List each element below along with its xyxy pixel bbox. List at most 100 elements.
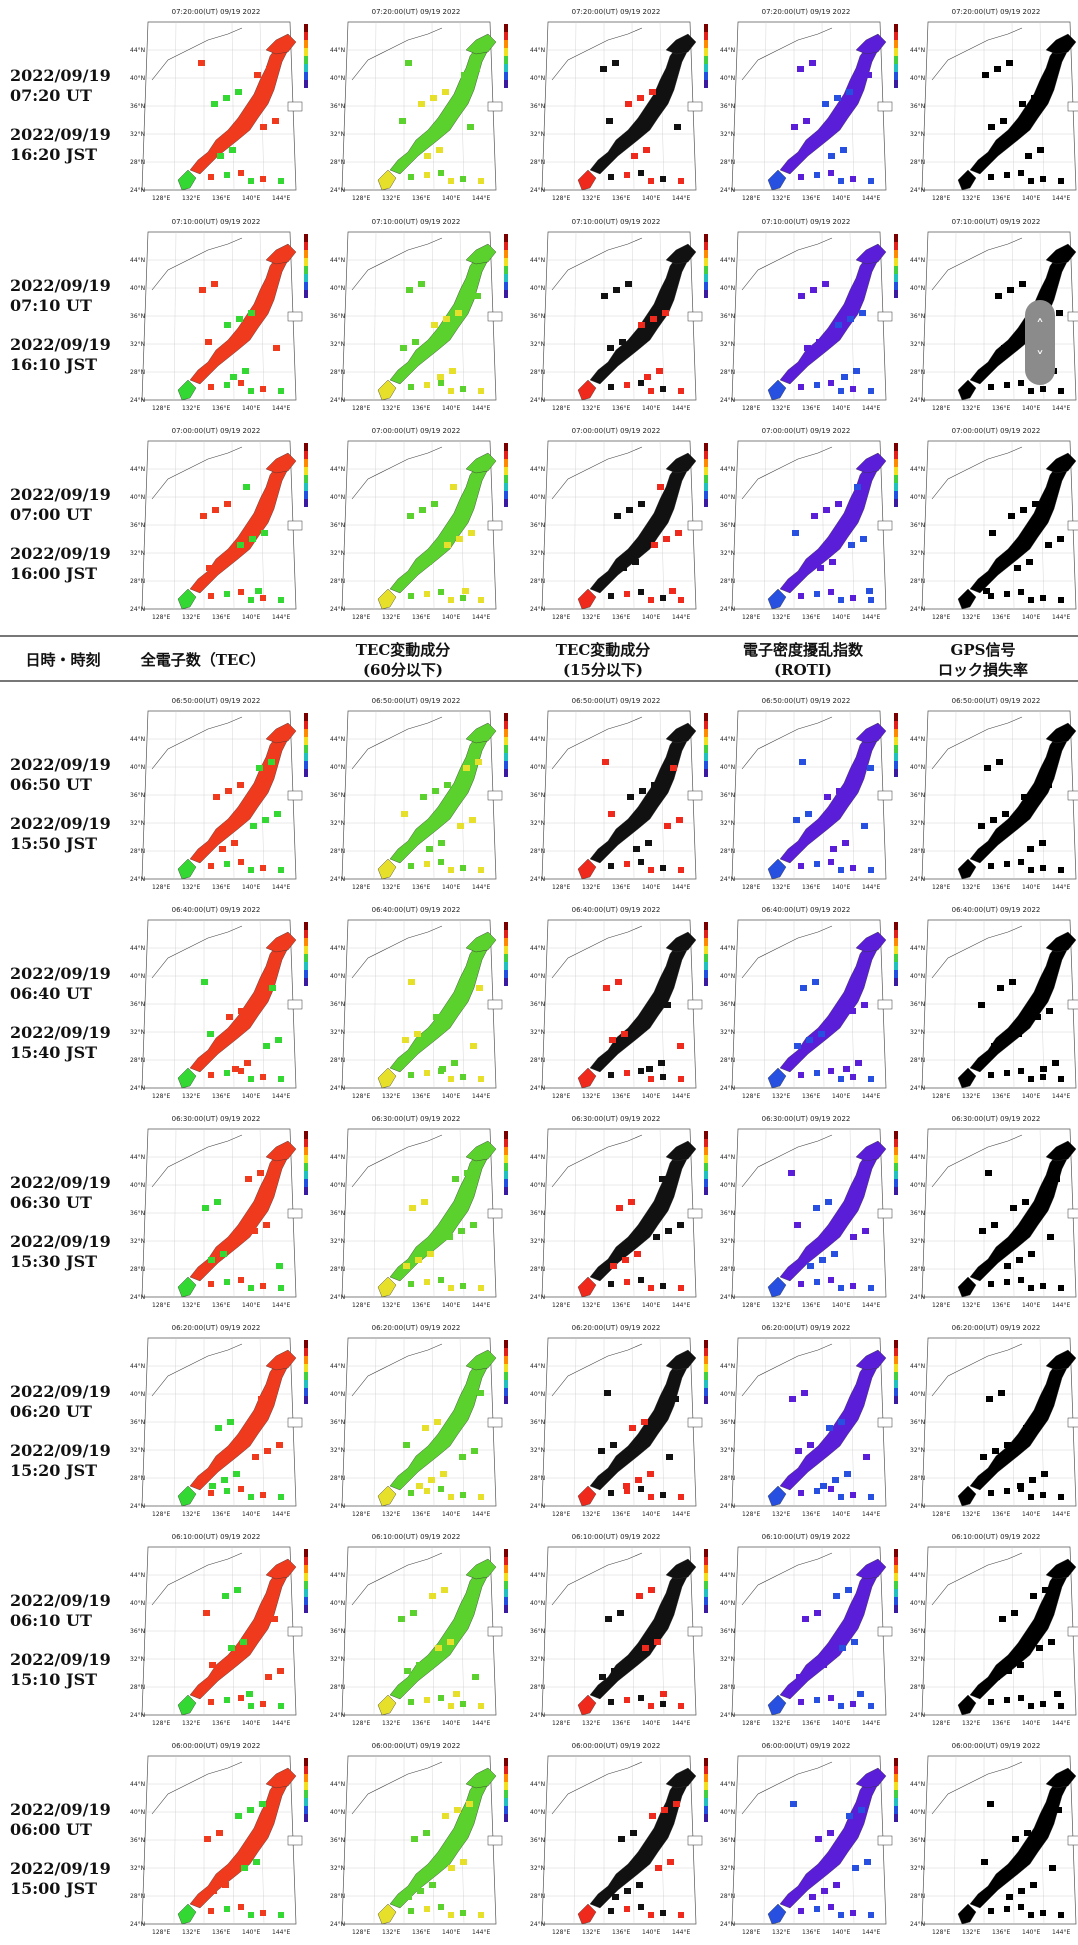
map-panel-lock[interactable]: 06:10:00(UT) 09/19 2022 44°N 40°N 36°N 32°N 2… [908,1533,1078,1736]
lat-tick-label: 28°N [530,369,545,376]
colorbar-segment [304,1798,308,1806]
station-marker [800,985,807,991]
map-panel-tec[interactable]: 06:00:00(UT) 09/19 2022 44°N 40°N 36°N 32°N 2… [128,1742,318,1945]
lon-tick-label: 128°E [152,195,170,202]
map-panel-tec60[interactable]: 07:10:00(UT) 09/19 2022 44°N 40°N 36°N 32°N 2… [328,218,518,421]
map-legend-box [877,999,893,1010]
row-time-jst: 16:10 JST [10,355,98,374]
map-panel-tec15[interactable]: 06:10:00(UT) 09/19 2022 44°N 40°N 36°N 32°N 2… [528,1533,718,1736]
station-marker [624,1888,631,1894]
map-panel-tec[interactable]: 07:20:00(UT) 09/19 2022 44°N 40°N 36°N 32°N 2… [128,8,318,211]
map-panel-tec60[interactable]: 06:20:00(UT) 09/19 2022 44°N 40°N 36°N 32°N 2… [328,1324,518,1527]
map-panel-lock[interactable]: 06:30:00(UT) 09/19 2022 44°N 40°N 36°N 32°N 2… [908,1115,1078,1318]
row-date-jst: 2022/09/19 [10,1650,111,1669]
map-legend-box [877,101,893,112]
map-panel-tec60[interactable]: 07:20:00(UT) 09/19 2022 44°N 40°N 36°N 32°N 2… [328,8,518,211]
colorbar-segment [504,1155,508,1163]
map-panel-tec15[interactable]: 06:50:00(UT) 09/19 2022 44°N 40°N 36°N 32°N 2… [528,697,718,900]
island-station-marker [868,388,874,394]
colorbar-segment [504,1364,508,1372]
map-panel-tec[interactable]: 06:30:00(UT) 09/19 2022 44°N 40°N 36°N 32°N 2… [128,1115,318,1318]
station-marker [636,1593,643,1599]
station-marker [982,72,989,78]
map-panel-tec15[interactable]: 06:00:00(UT) 09/19 2022 44°N 40°N 36°N 32°N 2… [528,1742,718,1945]
station-marker [821,1888,828,1894]
map-panel-tec[interactable]: 06:40:00(UT) 09/19 2022 44°N 40°N 36°N 32°N 2… [128,906,318,1109]
island-station-marker [408,593,414,599]
map-panel-lock[interactable]: 06:50:00(UT) 09/19 2022 44°N 40°N 36°N 32°N 2… [908,697,1078,900]
map-panel-tec15[interactable]: 06:20:00(UT) 09/19 2022 44°N 40°N 36°N 32°N 2… [528,1324,718,1527]
map-panel-tec15[interactable]: 07:10:00(UT) 09/19 2022 44°N 40°N 36°N 32°N 2… [528,218,718,421]
lon-tick-label: 144°E [1052,1511,1070,1518]
lat-tick-label: 44°N [530,736,545,743]
map-panel-tec[interactable]: 06:50:00(UT) 09/19 2022 44°N 40°N 36°N 32°N 2… [128,697,318,900]
map-panel-lock[interactable]: 06:00:00(UT) 09/19 2022 44°N 40°N 36°N 32°N 2… [908,1742,1078,1945]
station-marker [851,1639,858,1645]
map-panel-lock[interactable]: 06:40:00(UT) 09/19 2022 44°N 40°N 36°N 32°N 2… [908,906,1078,1109]
map-panel-tec60[interactable]: 07:00:00(UT) 09/19 2022 44°N 40°N 36°N 32°N 2… [328,427,518,630]
map-panel-roti[interactable]: 07:10:00(UT) 09/19 2022 44°N 40°N 36°N 32°N 2… [718,218,908,421]
continent-coastline [741,1134,833,1188]
station-marker [442,1813,449,1819]
station-marker [1039,840,1046,846]
lon-tick-label: 128°E [742,195,760,202]
colorbar-segment [504,258,508,266]
island-station-marker [448,1285,454,1291]
lat-tick-label: 32°N [130,131,145,138]
map-panel-tec60[interactable]: 06:30:00(UT) 09/19 2022 44°N 40°N 36°N 32°N 2… [328,1115,518,1318]
map-panel-tec15[interactable]: 06:30:00(UT) 09/19 2022 44°N 40°N 36°N 32°N 2… [528,1115,718,1318]
scroll-control[interactable]: ˄ ˅ [1025,300,1055,385]
island-station-marker [678,597,684,603]
map-panel-roti[interactable]: 06:00:00(UT) 09/19 2022 44°N 40°N 36°N 32°N 2… [718,1742,908,1945]
lat-tick-label: 28°N [530,159,545,166]
map-panel-tec[interactable]: 07:10:00(UT) 09/19 2022 44°N 40°N 36°N 32°N 2… [128,218,318,421]
map-panel-roti[interactable]: 06:40:00(UT) 09/19 2022 44°N 40°N 36°N 32°N 2… [718,906,908,1109]
colorbar-segment [504,24,508,32]
map-panel-lock[interactable]: 07:20:00(UT) 09/19 2022 44°N 40°N 36°N 32°N 2… [908,8,1078,211]
map-panel-roti[interactable]: 06:50:00(UT) 09/19 2022 44°N 40°N 36°N 32°N 2… [718,697,908,900]
map-panel-tec15[interactable]: 06:40:00(UT) 09/19 2022 44°N 40°N 36°N 32°N 2… [528,906,718,1109]
station-marker [475,759,482,765]
map-panel-tec15[interactable]: 07:20:00(UT) 09/19 2022 44°N 40°N 36°N 32°N 2… [528,8,718,211]
japan-data-region [665,452,697,474]
station-marker [992,1448,999,1454]
map-panel-tec15[interactable]: 07:00:00(UT) 09/19 2022 44°N 40°N 36°N 32°N 2… [528,427,718,630]
station-marker [817,565,824,571]
lon-tick-label: 140°E [642,614,660,621]
station-marker [212,507,219,513]
map-panel-roti[interactable]: 07:20:00(UT) 09/19 2022 44°N 40°N 36°N 32°N 2… [718,8,908,211]
map-panel-tec60[interactable]: 06:50:00(UT) 09/19 2022 44°N 40°N 36°N 32°N 2… [328,697,518,900]
map-panel-tec60[interactable]: 06:40:00(UT) 09/19 2022 44°N 40°N 36°N 32°N 2… [328,906,518,1109]
japan-data-region [1045,1558,1077,1580]
lon-tick-label: 132°E [582,1929,600,1936]
map-panel-roti[interactable]: 06:10:00(UT) 09/19 2022 44°N 40°N 36°N 32°N 2… [718,1533,908,1736]
japan-data-region [465,722,497,744]
lat-tick-label: 28°N [720,848,735,855]
map-panel-tec60[interactable]: 06:10:00(UT) 09/19 2022 44°N 40°N 36°N 32°N 2… [328,1533,518,1736]
map-panel-roti[interactable]: 06:20:00(UT) 09/19 2022 44°N 40°N 36°N 32°N 2… [718,1324,908,1527]
map-panel-lock[interactable]: 07:00:00(UT) 09/19 2022 44°N 40°N 36°N 32°N 2… [908,427,1078,630]
station-marker [794,1043,801,1049]
map-panel-tec[interactable]: 06:20:00(UT) 09/19 2022 44°N 40°N 36°N 32°N 2… [128,1324,318,1527]
island-station-marker [208,863,214,869]
map-panel-tec60[interactable]: 06:00:00(UT) 09/19 2022 44°N 40°N 36°N 32°N 2… [328,1742,518,1945]
island-station-marker [424,172,430,178]
map-panel-roti[interactable]: 07:00:00(UT) 09/19 2022 44°N 40°N 36°N 32°N 2… [718,427,908,630]
lat-tick-label: 40°N [720,1391,735,1398]
island-station-marker [678,388,684,394]
map-panel-tec[interactable]: 06:10:00(UT) 09/19 2022 44°N 40°N 36°N 32°N 2… [128,1533,318,1736]
map-panel-lock[interactable]: 06:20:00(UT) 09/19 2022 44°N 40°N 36°N 32°N 2… [908,1324,1078,1527]
chevron-down-icon[interactable]: ˅ [1036,348,1044,367]
continent-coastline [151,27,243,81]
map-legend-box [487,1417,503,1428]
lat-tick-label: 32°N [720,1656,735,1663]
lat-tick-label: 28°N [530,1684,545,1691]
colorbar-segment [304,761,308,769]
station-marker [432,788,439,794]
map-panel-roti[interactable]: 06:30:00(UT) 09/19 2022 44°N 40°N 36°N 32°N 2… [718,1115,908,1318]
lat-tick-label: 44°N [330,47,345,54]
station-marker [1002,811,1009,817]
chevron-up-icon[interactable]: ˄ [1036,316,1044,335]
japan-data-region [265,1767,297,1789]
map-panel-tec[interactable]: 07:00:00(UT) 09/19 2022 44°N 40°N 36°N 32°N 2… [128,427,318,630]
